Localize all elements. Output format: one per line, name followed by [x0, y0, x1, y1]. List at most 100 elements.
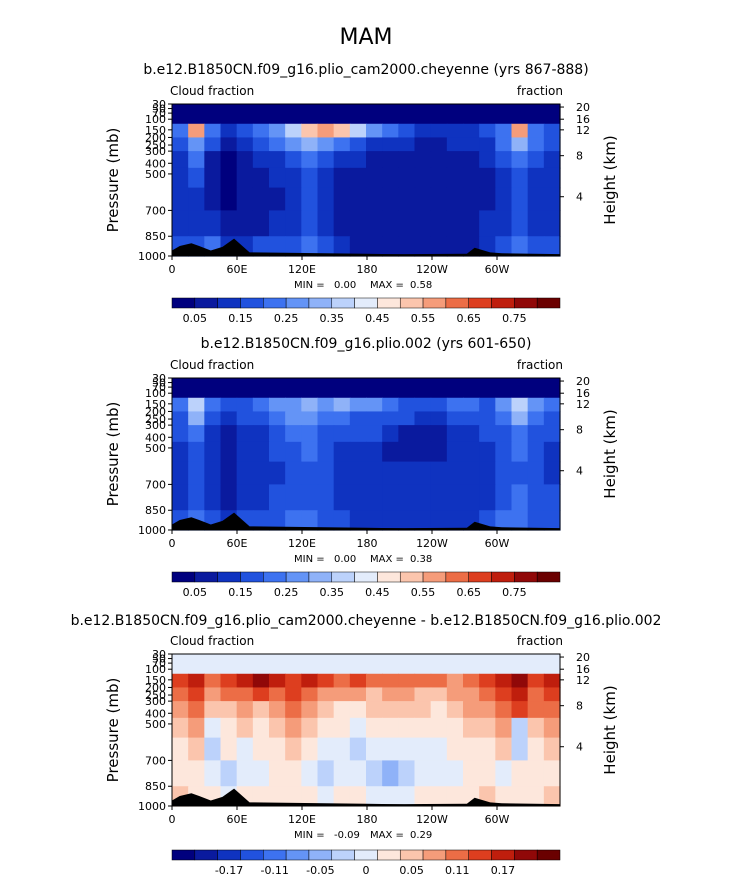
min-value: -0.09	[334, 830, 360, 841]
field-cell	[172, 687, 189, 702]
colorbar-swatch	[331, 571, 355, 583]
field-cell	[188, 461, 205, 485]
colorbar-swatch	[422, 571, 447, 583]
field-cell	[349, 673, 367, 689]
colorbar-swatch	[354, 849, 378, 861]
field-cell	[269, 151, 286, 169]
field-cell	[495, 717, 513, 739]
field-cell	[172, 461, 189, 485]
field-cell	[463, 151, 480, 169]
field-cell	[382, 137, 399, 152]
field-cell	[511, 378, 529, 399]
field-cell	[285, 510, 302, 531]
field-cell	[220, 425, 238, 443]
field-cell	[382, 167, 399, 189]
field-cell	[414, 378, 432, 399]
field-cell	[463, 378, 480, 399]
chart-panel-1: b.e12.B1850CN.f09_g16.plio_cam2000.cheye…	[104, 62, 619, 325]
field-cell	[479, 441, 496, 463]
x-tick-label: 60W	[485, 813, 510, 826]
field-cell	[349, 441, 367, 463]
field-cell	[382, 673, 399, 689]
field-cell	[301, 397, 319, 413]
field-cell	[414, 510, 432, 531]
field-cell	[220, 137, 238, 152]
field-cell	[366, 510, 383, 531]
chart-left-label: Cloud fraction	[170, 358, 254, 372]
y-tick-label: 200	[145, 681, 166, 694]
field-cell	[543, 411, 561, 426]
field-cell	[285, 760, 302, 787]
field-cell	[349, 151, 367, 169]
field-cell	[543, 687, 561, 702]
field-cell	[366, 461, 383, 485]
field-cell	[252, 167, 270, 189]
field-cell	[252, 687, 270, 702]
y-tick-label: 250	[145, 689, 166, 702]
y-tick-label: 850	[145, 504, 166, 517]
field-cell	[495, 425, 513, 443]
field-cell	[366, 137, 383, 152]
field-cell	[430, 687, 448, 702]
field-cell	[398, 737, 416, 761]
field-cell	[382, 484, 399, 511]
colorbar-swatch	[285, 297, 310, 309]
colorbar-swatch	[354, 297, 378, 309]
field-cell	[414, 717, 432, 739]
field-cell	[430, 151, 448, 169]
field-cell	[366, 397, 383, 413]
field-cell	[430, 104, 448, 125]
colorbar-swatch	[354, 571, 378, 583]
field-cell	[479, 187, 496, 211]
field-cell	[236, 717, 254, 739]
field-cell	[495, 397, 513, 413]
field-cell	[333, 123, 351, 139]
plot-frame	[171, 653, 561, 807]
colorbar-swatch	[491, 571, 515, 583]
height-tick-label: 20	[576, 101, 590, 114]
field-cell	[285, 411, 302, 426]
plot-frame	[171, 103, 561, 257]
field-cell	[349, 510, 367, 531]
field-cell	[495, 510, 513, 531]
field-cell	[204, 461, 222, 485]
field-cell	[252, 786, 270, 807]
field-cell	[172, 187, 189, 211]
y-tick-label: 250	[145, 413, 166, 426]
field-cell	[204, 737, 222, 761]
field-cell	[236, 760, 254, 787]
y-tick-label: 850	[145, 780, 166, 793]
colorbar-swatch	[536, 571, 561, 583]
field-cell	[430, 137, 448, 152]
y-tick-label: 850	[145, 230, 166, 243]
field-cell	[317, 717, 335, 739]
field-cell	[204, 760, 222, 787]
field-cell	[301, 236, 319, 257]
field-cell	[446, 786, 464, 807]
field-cell	[398, 123, 416, 139]
field-cell	[252, 701, 270, 719]
field-cell	[446, 104, 464, 125]
page-title: MAM	[339, 25, 392, 50]
field-cell	[495, 236, 513, 257]
x-tick-label: 180	[357, 537, 378, 550]
colorbar-swatch	[240, 297, 264, 309]
field-cell	[446, 484, 464, 511]
field-cell	[252, 737, 270, 761]
field-cell	[527, 104, 545, 125]
colorbar-swatch	[217, 571, 241, 583]
y-tick-label: 500	[145, 718, 166, 731]
min-label: MIN =	[294, 830, 325, 841]
field-cell	[366, 167, 383, 189]
height-tick-label: 12	[576, 674, 590, 687]
field-cell	[382, 123, 399, 139]
field-cell	[301, 441, 319, 463]
field-cell	[463, 411, 480, 426]
field-cell	[172, 123, 189, 139]
field-cell	[317, 151, 335, 169]
colorbar-label: 0.05	[399, 864, 424, 877]
field-cell	[527, 236, 545, 257]
field-cell	[511, 397, 529, 413]
field-cell	[511, 786, 529, 807]
